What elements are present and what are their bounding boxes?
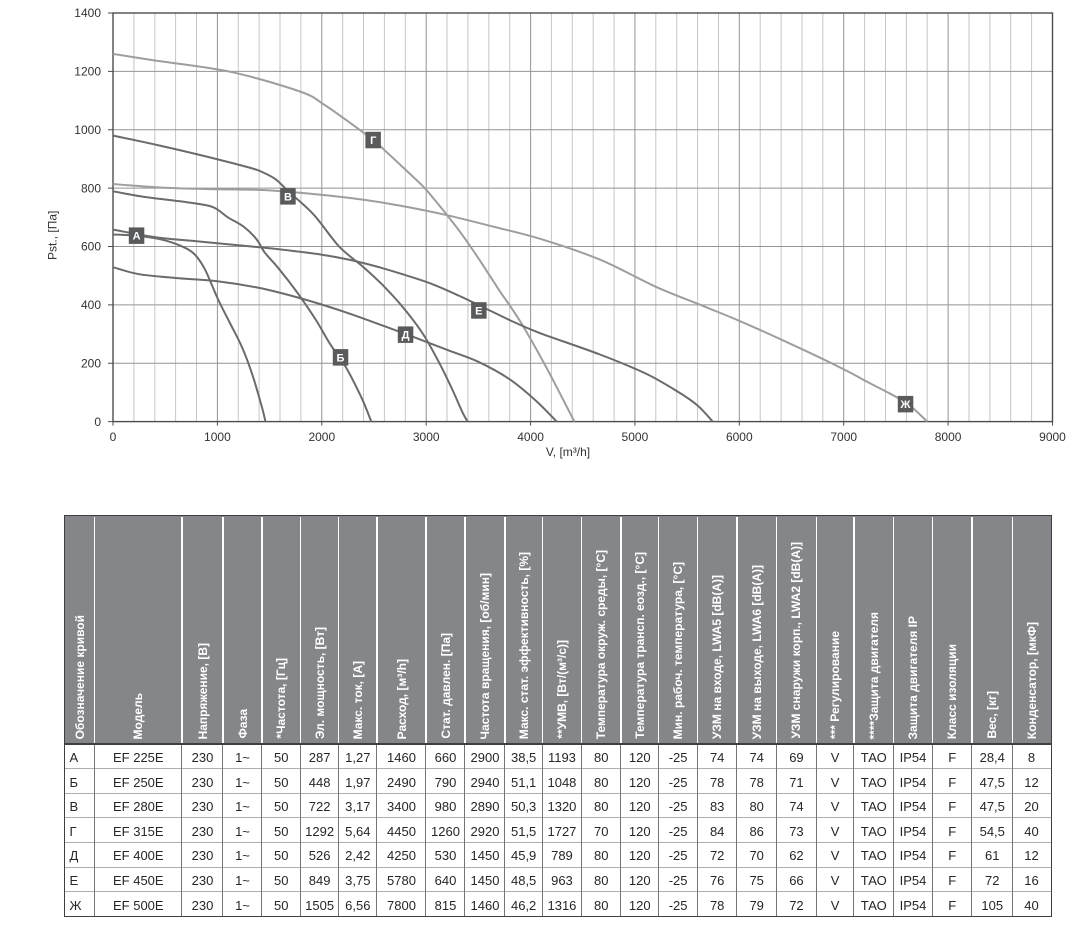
- svg-text:Ж: Ж: [900, 399, 911, 411]
- svg-text:0: 0: [110, 430, 117, 444]
- svg-text:800: 800: [81, 181, 101, 195]
- svg-text:2000: 2000: [308, 430, 335, 444]
- svg-text:V, [m³/h]: V, [m³/h]: [546, 445, 590, 459]
- svg-text:1000: 1000: [204, 430, 231, 444]
- svg-text:В: В: [284, 191, 292, 203]
- svg-text:Pst., [Па]: Pst., [Па]: [46, 211, 60, 260]
- svg-text:Б: Б: [337, 352, 345, 364]
- svg-text:Г: Г: [370, 135, 377, 147]
- svg-text:1200: 1200: [74, 65, 101, 79]
- svg-text:7000: 7000: [830, 430, 857, 444]
- svg-text:4000: 4000: [517, 430, 544, 444]
- svg-text:0: 0: [94, 415, 101, 429]
- svg-text:1000: 1000: [74, 123, 101, 137]
- svg-text:Д: Д: [402, 330, 410, 342]
- svg-text:400: 400: [81, 298, 101, 312]
- svg-text:200: 200: [81, 356, 101, 370]
- svg-text:8000: 8000: [935, 430, 962, 444]
- svg-text:1400: 1400: [74, 6, 101, 20]
- svg-text:Е: Е: [475, 306, 482, 318]
- svg-text:6000: 6000: [726, 430, 753, 444]
- svg-text:9000: 9000: [1039, 430, 1066, 444]
- svg-text:600: 600: [81, 240, 101, 254]
- svg-text:А: А: [133, 231, 141, 243]
- svg-text:3000: 3000: [413, 430, 440, 444]
- svg-text:5000: 5000: [622, 430, 649, 444]
